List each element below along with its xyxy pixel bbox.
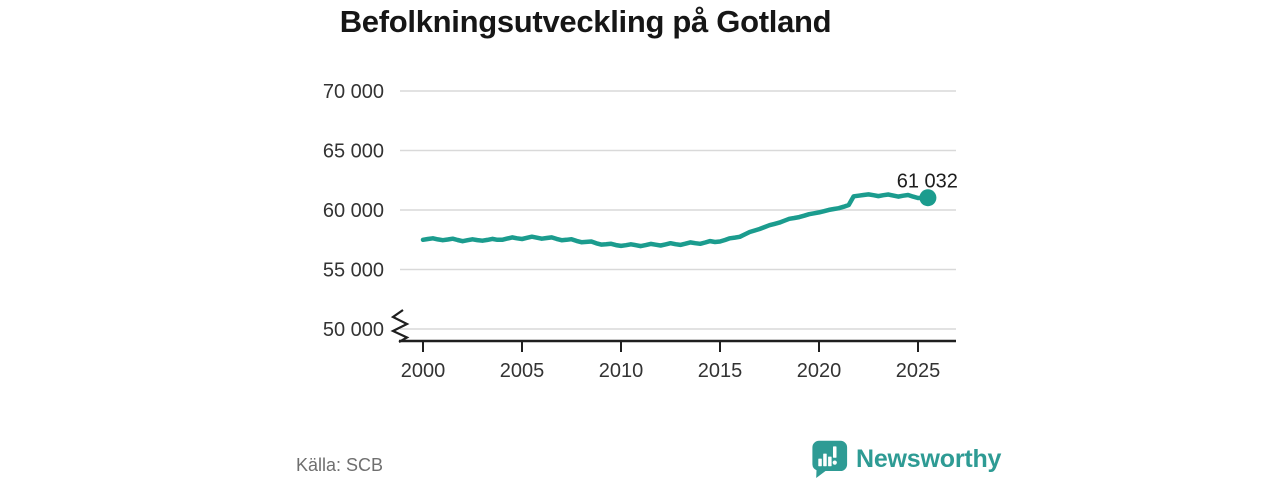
bar-medium [828, 456, 832, 467]
gridlines [400, 90, 956, 330]
y-tick-label: 50 000 [323, 319, 384, 341]
x-tick-label: 2005 [500, 360, 545, 382]
exclamation-dot [832, 460, 837, 465]
bar-small [818, 458, 822, 467]
y-tick-label: 55 000 [323, 260, 384, 282]
end-value-label: 61 032 [897, 171, 958, 193]
newsworthy-wordmark: Newsworthy [856, 445, 1002, 473]
x-axis-ticks [422, 341, 919, 352]
newsworthy-logo-icon [812, 440, 848, 478]
bar-tall [823, 453, 827, 467]
y-tick-label: 65 000 [323, 141, 384, 163]
source-label: Källa: SCB [296, 455, 384, 475]
y-tick-label: 60 000 [323, 200, 384, 222]
newsworthy-branding[interactable]: Newsworthy [811, 440, 1001, 479]
axis-break-icon [390, 309, 410, 343]
end-point-marker [919, 189, 937, 207]
x-tick-label: 2010 [599, 360, 644, 382]
exclamation-stem [833, 446, 837, 458]
x-tick-label: 2015 [698, 360, 743, 382]
x-axis: 2000 2005 2010 2015 2020 2025 [390, 309, 956, 382]
chart-title: Befolkningsutveckling på Gotland [339, 4, 832, 39]
y-tick-label: 70 000 [323, 81, 384, 103]
x-axis-labels: 2000 2005 2010 2015 2020 2025 [401, 360, 941, 382]
x-tick-label: 2025 [896, 360, 941, 382]
x-tick-label: 2000 [401, 360, 446, 382]
x-tick-label: 2020 [797, 360, 842, 382]
bar-chart-glyph [818, 446, 837, 467]
population-line [420, 192, 931, 249]
y-axis-labels: 70 000 65 000 60 000 55 000 50 000 [323, 81, 384, 341]
